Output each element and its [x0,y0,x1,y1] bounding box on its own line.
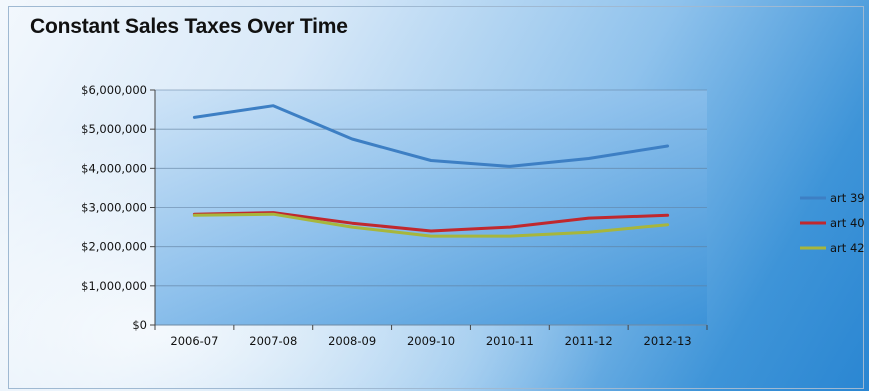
y-axis: $0 $1,000,000 $2,000,000 $3,000,000 $4,000,0… [81,83,156,332]
y-tick-label: $4,000,000 [81,161,147,175]
series-lines [192,104,670,238]
x-tick-label: 2007-08 [249,334,297,348]
slide-frame [8,6,864,389]
series-line-art-39 [192,104,670,168]
y-tick-label: $6,000,000 [81,83,147,97]
legend-label: art 40 [830,216,865,230]
x-tick-label: 2012-13 [644,334,692,348]
x-tick-label: 2010-11 [486,334,534,348]
x-axis: 2006-07 2007-08 2008-09 2009-10 2010-11 2011-… [154,325,708,348]
y-tick-label: $1,000,000 [81,279,147,293]
series-line-art-42 [192,212,670,238]
series-line-art-40 [192,211,670,233]
y-tick-label: $0 [132,318,147,332]
x-tick-label: 2009-10 [407,334,455,348]
gridlines [155,89,707,326]
y-tick-label: $5,000,000 [81,122,147,136]
legend-label: art 42 [830,241,865,255]
x-tick-label: 2006-07 [170,334,218,348]
x-tick-label: 2008-09 [328,334,376,348]
legend: art 39 art 40 art 42 [800,191,865,255]
chart-title: Constant Sales Taxes Over Time [30,15,348,38]
x-tick-label: 2011-12 [565,334,613,348]
y-tick-label: $2,000,000 [81,240,147,254]
legend-label: art 39 [830,191,865,205]
y-tick-label: $3,000,000 [81,201,147,215]
